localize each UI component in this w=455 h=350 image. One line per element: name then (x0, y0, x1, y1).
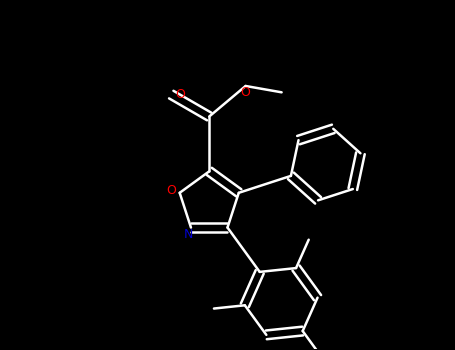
Text: O: O (167, 184, 177, 197)
Text: O: O (241, 86, 251, 99)
Text: N: N (183, 228, 193, 241)
Text: O: O (176, 88, 185, 101)
